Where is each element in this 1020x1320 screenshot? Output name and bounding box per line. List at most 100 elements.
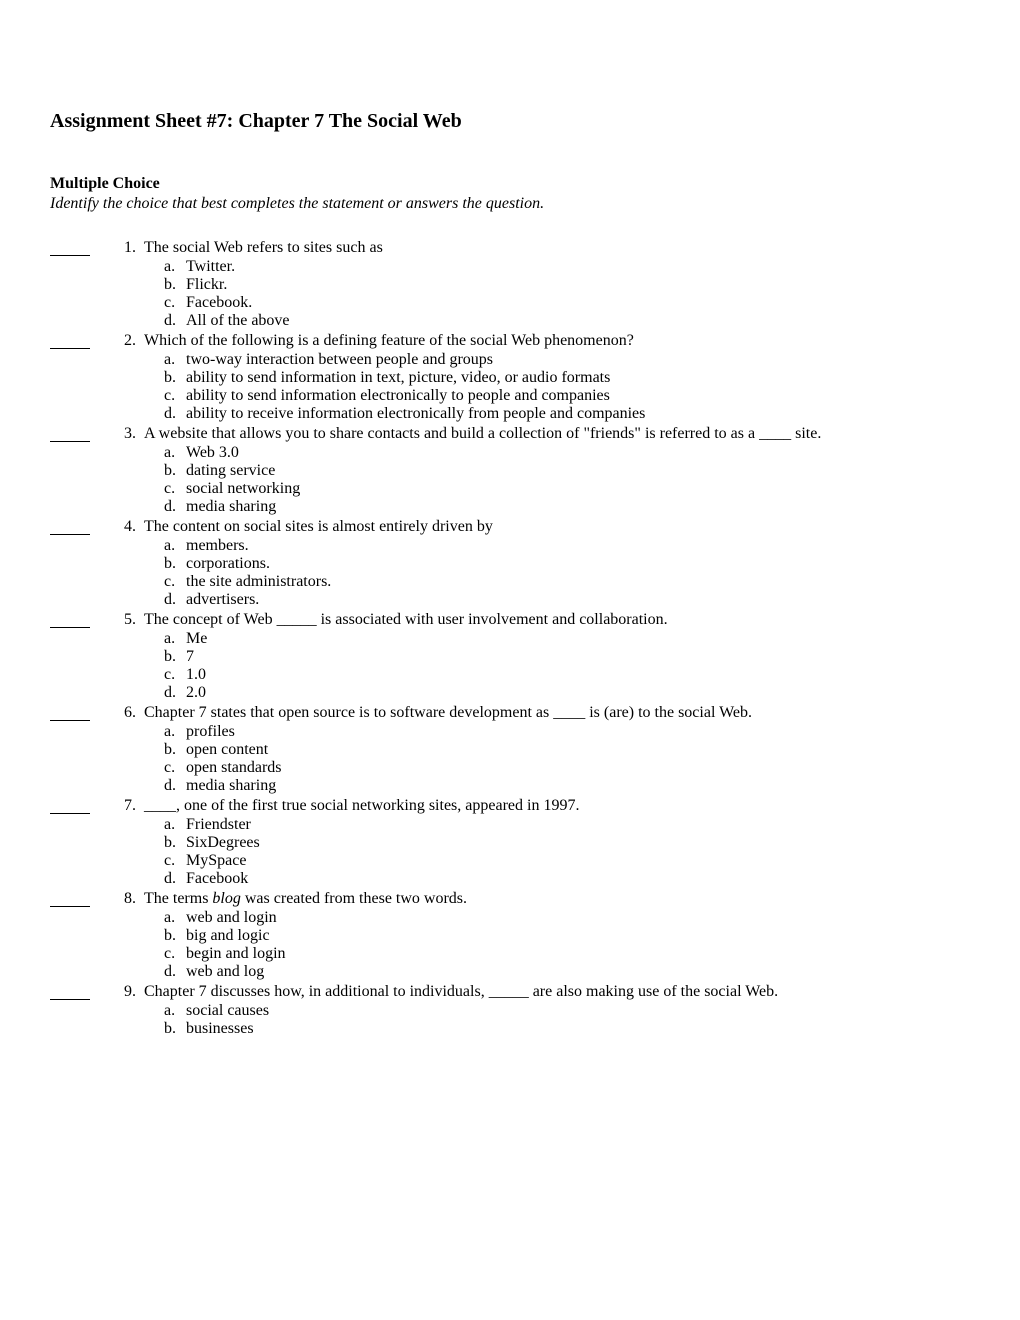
option-letter: a. [164,909,186,927]
option-text: two-way interaction between people and g… [186,351,970,369]
option-text: ability to send information in text, pic… [186,369,970,387]
answer-blank[interactable] [50,427,90,442]
question-body: The social Web refers to sites such asa.… [144,239,970,330]
option-item: a.Me [144,630,970,648]
option-letter: d. [164,963,186,981]
option-item: b.big and logic [144,927,970,945]
option-text: members. [186,537,970,555]
option-text: corporations. [186,555,970,573]
option-text: MySpace [186,852,970,870]
option-letter: c. [164,759,186,777]
option-item: c.social networking [144,480,970,498]
option-item: a.profiles [144,723,970,741]
option-item: b.Flickr. [144,276,970,294]
option-letter: c. [164,666,186,684]
question-body: The terms blog was created from these tw… [144,890,970,981]
option-item: d.All of the above [144,312,970,330]
question-body: Chapter 7 states that open source is to … [144,704,970,795]
option-letter: d. [164,312,186,330]
option-letter: b. [164,462,186,480]
answer-blank[interactable] [50,334,90,349]
question-body: The content on social sites is almost en… [144,518,970,609]
question-number: 1. [112,239,136,257]
option-letter: c. [164,945,186,963]
section-heading: Multiple Choice [50,175,970,193]
option-text: big and logic [186,927,970,945]
question-number: 3. [112,425,136,443]
option-letter: a. [164,444,186,462]
option-text: businesses [186,1020,970,1038]
option-item: a.web and login [144,909,970,927]
option-text: 2.0 [186,684,970,702]
question-stem: The social Web refers to sites such as [144,239,970,257]
question-item: 3. A website that allows you to share con… [50,425,970,516]
question-item: 8.The terms blog was created from these … [50,890,970,981]
option-letter: b. [164,276,186,294]
question-stem: A website that allows you to share conta… [144,425,970,443]
option-letter: a. [164,630,186,648]
option-text: begin and login [186,945,970,963]
option-text: SixDegrees [186,834,970,852]
option-item: c.the site administrators. [144,573,970,591]
answer-blank[interactable] [50,985,90,1000]
option-item: a.members. [144,537,970,555]
answer-blank[interactable] [50,799,90,814]
option-text: web and log [186,963,970,981]
option-item: d.Facebook [144,870,970,888]
option-text: dating service [186,462,970,480]
option-text: Facebook [186,870,970,888]
answer-blank[interactable] [50,520,90,535]
option-item: d.media sharing [144,498,970,516]
option-text: web and login [186,909,970,927]
option-text: social networking [186,480,970,498]
option-letter: b. [164,1020,186,1038]
option-text: Friendster [186,816,970,834]
option-item: a.Web 3.0 [144,444,970,462]
option-text: Me [186,630,970,648]
question-stem: Which of the following is a defining fea… [144,332,970,350]
option-letter: a. [164,723,186,741]
option-letter: c. [164,852,186,870]
option-letter: c. [164,294,186,312]
option-text: media sharing [186,498,970,516]
question-number: 9. [112,983,136,1001]
option-text: ability to receive information electroni… [186,405,970,423]
option-item: b.7 [144,648,970,666]
option-letter: a. [164,537,186,555]
question-item: 2.Which of the following is a defining f… [50,332,970,423]
option-letter: a. [164,816,186,834]
option-text: the site administrators. [186,573,970,591]
question-body: Which of the following is a defining fea… [144,332,970,423]
question-body: Chapter 7 discusses how, in additional t… [144,983,970,1038]
option-letter: b. [164,369,186,387]
answer-blank[interactable] [50,706,90,721]
question-number: 7. [112,797,136,815]
answer-blank[interactable] [50,892,90,907]
answer-blank[interactable] [50,241,90,256]
question-item: 4. The content on social sites is almost … [50,518,970,609]
question-number: 4. [112,518,136,536]
question-item: 6.Chapter 7 states that open source is t… [50,704,970,795]
instruction-text: Identify the choice that best completes … [50,195,970,213]
option-item: b.businesses [144,1020,970,1038]
option-text: open standards [186,759,970,777]
option-item: a.Friendster [144,816,970,834]
option-text: profiles [186,723,970,741]
option-letter: b. [164,741,186,759]
question-item: 9. Chapter 7 discusses how, in additional… [50,983,970,1038]
answer-blank[interactable] [50,613,90,628]
option-letter: b. [164,834,186,852]
option-text: All of the above [186,312,970,330]
option-item: a.two-way interaction between people and… [144,351,970,369]
question-stem: Chapter 7 discusses how, in additional t… [144,983,970,1001]
option-text: Facebook. [186,294,970,312]
question-body: ____, one of the first true social netwo… [144,797,970,888]
question-item: 5.The concept of Web _____ is associated… [50,611,970,702]
option-text: social causes [186,1002,970,1020]
question-stem: The concept of Web _____ is associated w… [144,611,970,629]
option-text: media sharing [186,777,970,795]
option-letter: d. [164,405,186,423]
option-letter: b. [164,555,186,573]
option-item: b.ability to send information in text, p… [144,369,970,387]
option-item: c.ability to send information electronic… [144,387,970,405]
